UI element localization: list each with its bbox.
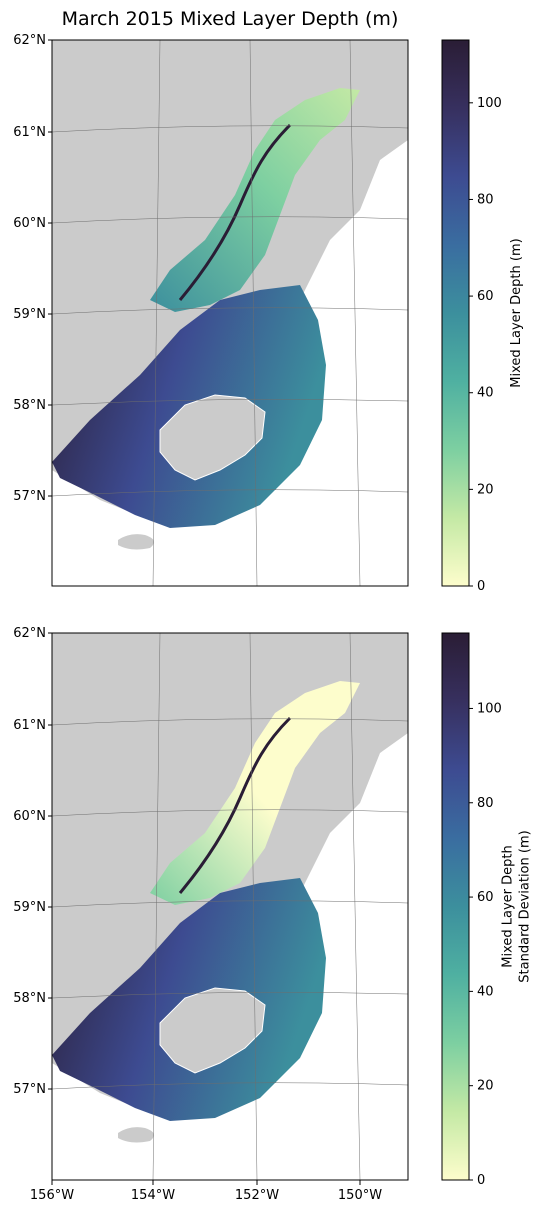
colorbar-label: Standard Deviation (m): [518, 830, 533, 982]
map-panel-mean: [51, 39, 409, 587]
latitude-label: 61°N: [13, 125, 46, 140]
map-title: March 2015 Mixed Layer Depth (m): [62, 8, 399, 30]
latitude-label: 61°N: [13, 718, 46, 733]
longitude-label: 152°W: [235, 1188, 279, 1203]
inlet-channel: [178, 123, 292, 301]
colorbar-tick-label: 40: [477, 984, 494, 999]
island-kodiak: [159, 987, 266, 1074]
island-chirikof: [118, 1127, 154, 1143]
colorbar-tick-label: 0: [477, 579, 485, 594]
latitude-label: 57°N: [13, 1082, 46, 1097]
colorbar-tick-label: 40: [477, 386, 494, 401]
longitude-label: 150°W: [338, 1188, 382, 1203]
ocean-area: [52, 140, 408, 586]
graticule: [52, 40, 408, 586]
colorbar-scale: [442, 633, 469, 1180]
island-kodiak: [159, 394, 266, 481]
island-chirikof: [118, 534, 154, 550]
mixed-layer-field-inlet: [150, 681, 360, 905]
colorbar-label: Mixed Layer Depth (m): [509, 238, 524, 387]
colorbar-tick-label: 100: [477, 96, 502, 111]
map-panel-stddev: [51, 632, 409, 1181]
colorbar-tick-label: 80: [477, 192, 494, 207]
latitude-label: 62°N: [13, 33, 46, 48]
longitude-label: 154°W: [131, 1188, 175, 1203]
colorbar-stddev: 0 20 40 60 80 100 Mixed Layer Depth Standard De…: [441, 632, 533, 1188]
latitude-label: 62°N: [13, 626, 46, 641]
colorbar-tick-label: 60: [477, 289, 494, 304]
latitude-label: 57°N: [13, 489, 46, 504]
latitude-label: 60°N: [13, 216, 46, 231]
colorbar-tick-label: 60: [477, 890, 494, 905]
colorbar-label: Mixed Layer Depth: [501, 845, 516, 967]
latitude-label: 58°N: [13, 991, 46, 1006]
colorbar-tick-label: 80: [477, 796, 494, 811]
colorbar-scale: [442, 40, 469, 586]
colorbar-tick-label: 100: [477, 701, 502, 716]
graticule: [52, 633, 408, 1180]
latitude-labels: 62°N 61°N 60°N 59°N 58°N 57°N: [13, 626, 52, 1097]
ocean-area: [52, 733, 408, 1180]
inlet-channel: [178, 716, 292, 894]
latitude-labels: 62°N 61°N 60°N 59°N 58°N 57°N: [13, 33, 52, 504]
latitude-label: 59°N: [13, 900, 46, 915]
colorbar-tick-label: 20: [477, 1079, 494, 1094]
colorbar-mean: 0 20 40 60 80 100 Mixed Layer Depth (m): [441, 39, 524, 594]
colorbar-tick-label: 0: [477, 1173, 485, 1188]
longitude-label: 156°W: [30, 1188, 74, 1203]
latitude-label: 60°N: [13, 809, 46, 824]
mixed-layer-field-inlet: [150, 88, 360, 312]
map-frame: [51, 39, 409, 587]
longitude-labels: 156°W 154°W 152°W 150°W: [30, 1180, 382, 1203]
colorbar-tick-label: 20: [477, 482, 494, 497]
latitude-label: 59°N: [13, 307, 46, 322]
latitude-label: 58°N: [13, 398, 46, 413]
